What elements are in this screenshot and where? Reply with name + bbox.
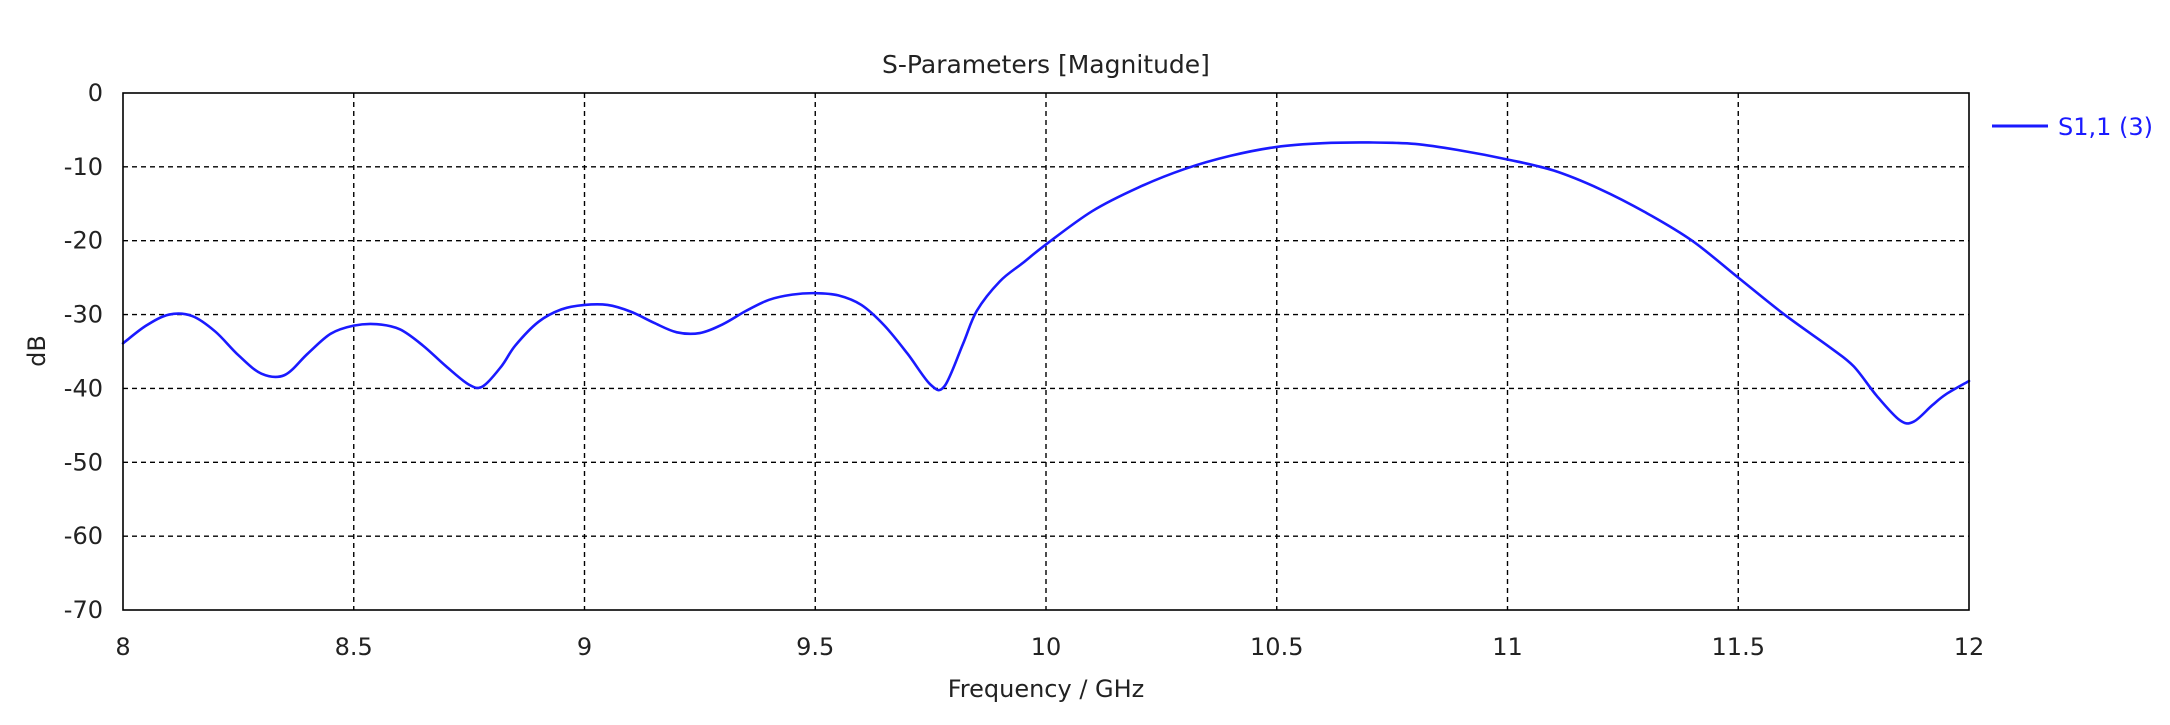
x-tick-label: 9	[577, 633, 592, 661]
plot-frame	[122, 92, 1970, 611]
x-tick-label: 9.5	[796, 633, 834, 661]
x-tick-label: 10.5	[1250, 633, 1303, 661]
y-tick-label: -20	[64, 227, 103, 255]
series-lines	[121, 141, 1971, 425]
y-tick-label: 0	[88, 79, 103, 107]
y-tick-label: -60	[64, 522, 103, 550]
legend-label: S1,1 (3)	[2058, 113, 2153, 141]
y-axis-label: dB	[23, 335, 51, 367]
x-axis-ticks: 8 8.5 9 9.5 10 10.5 11 11.5 12	[115, 633, 1984, 661]
y-tick-label: -50	[64, 448, 103, 476]
x-tick-label: 8.5	[335, 633, 373, 661]
x-tick-label: 12	[1954, 633, 1985, 661]
chart-title: S-Parameters [Magnitude]	[882, 50, 1210, 79]
x-axis-label: Frequency / GHz	[948, 675, 1145, 703]
y-tick-label: -70	[64, 596, 103, 624]
series-line-s11	[121, 141, 1971, 425]
legend: S1,1 (3)	[1992, 113, 2153, 141]
y-tick-label: -40	[64, 374, 103, 402]
y-tick-label: -30	[64, 301, 103, 329]
x-tick-label: 10	[1031, 633, 1062, 661]
y-axis-ticks: 0 -10 -20 -30 -40 -50 -60 -70	[64, 79, 103, 624]
grid-lines	[123, 93, 1969, 610]
x-tick-label: 11	[1492, 633, 1523, 661]
y-tick-label: -10	[64, 153, 103, 181]
x-tick-label: 11.5	[1712, 633, 1765, 661]
x-tick-label: 8	[115, 633, 130, 661]
